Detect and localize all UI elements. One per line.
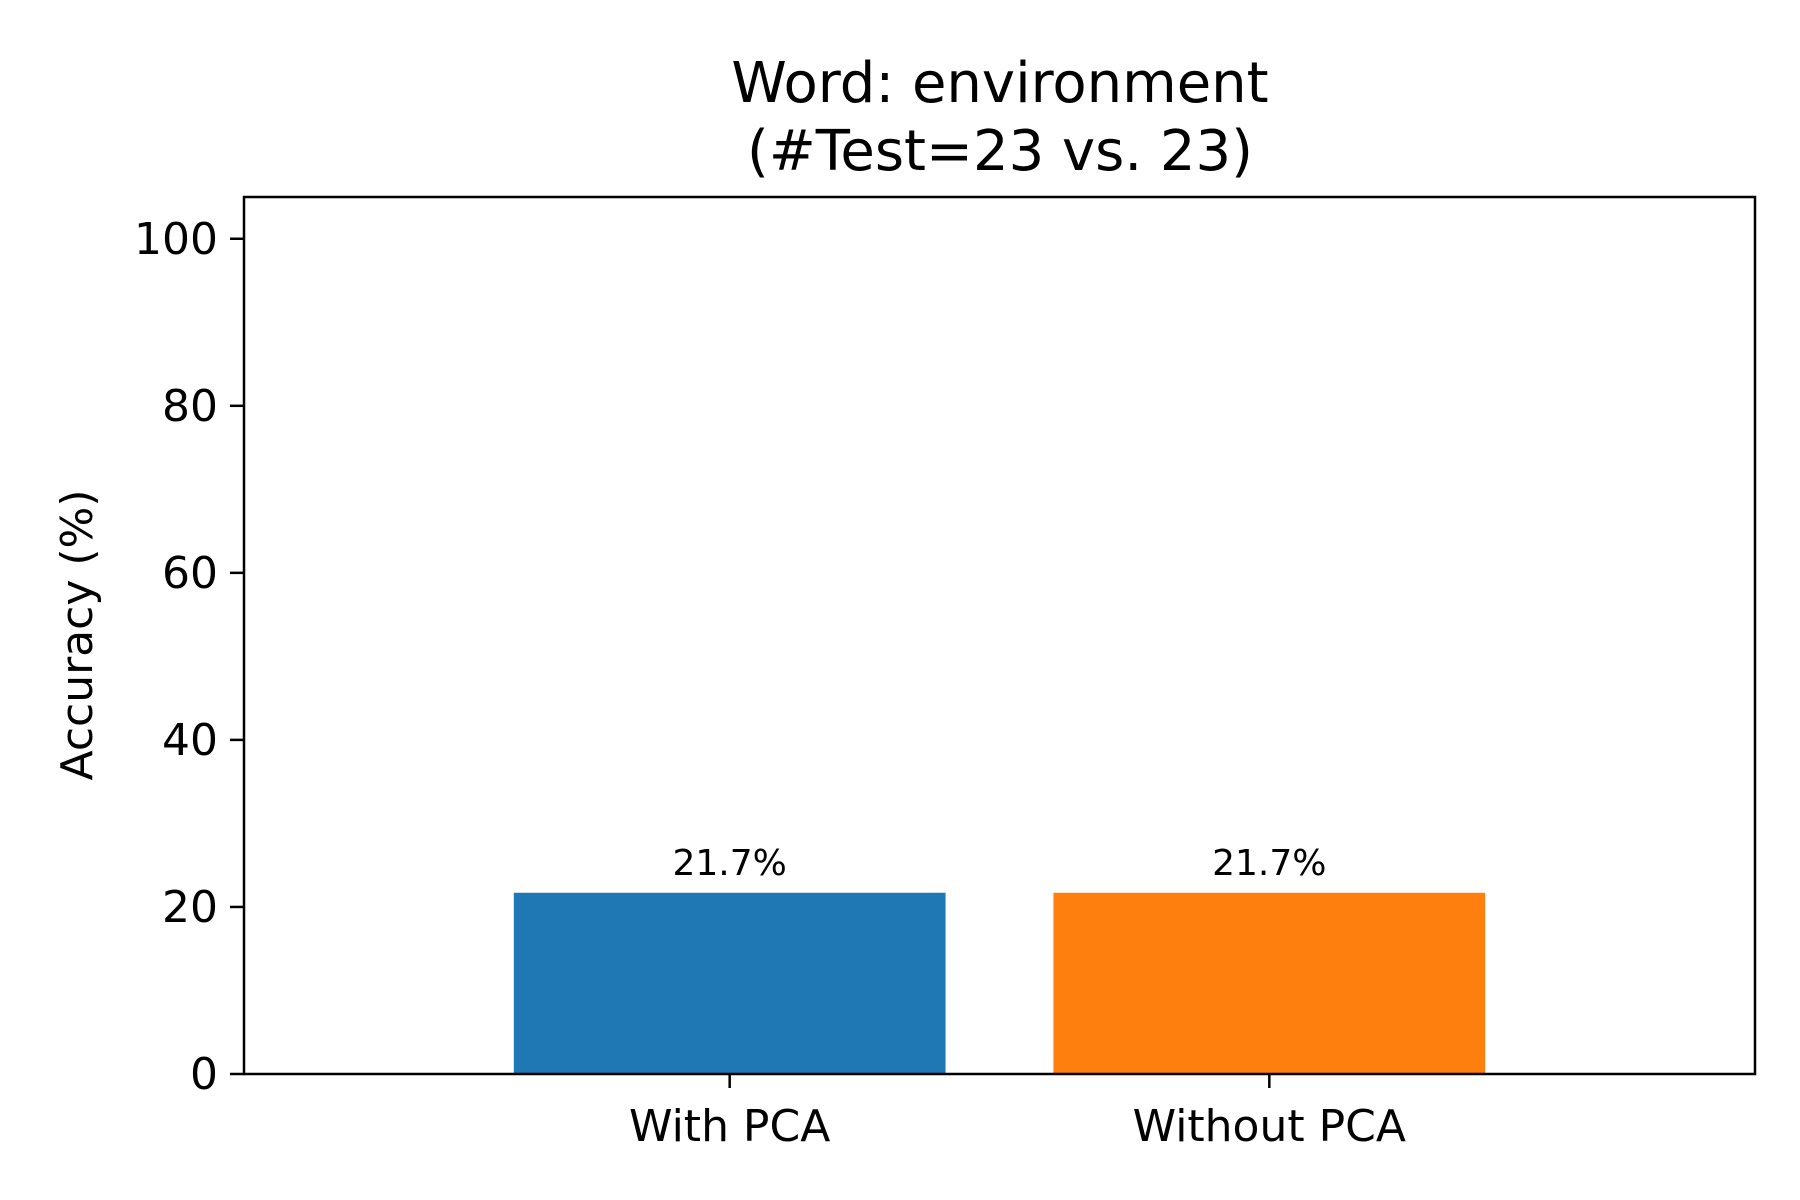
bar-without-pca bbox=[1053, 892, 1486, 1074]
chart-title-line-1: Word: environment bbox=[731, 51, 1268, 116]
y-axis-label: Accuracy (%) bbox=[52, 489, 103, 780]
x-tick-label: With PCA bbox=[629, 1101, 830, 1152]
y-axis: 0 20 40 60 80 100 bbox=[134, 214, 244, 1100]
chart-title-line-2: (#Test=23 vs. 23) bbox=[747, 119, 1253, 184]
y-tick-label: 0 bbox=[190, 1049, 218, 1100]
data-label-with-pca: 21.7% bbox=[672, 843, 786, 884]
y-tick-label: 60 bbox=[162, 548, 218, 599]
x-tick-label: Without PCA bbox=[1133, 1101, 1406, 1152]
y-tick-label: 20 bbox=[162, 882, 218, 933]
bars-group bbox=[513, 892, 1486, 1074]
bar-with-pca bbox=[513, 892, 946, 1074]
y-tick-label: 40 bbox=[162, 715, 218, 766]
y-tick-label: 100 bbox=[134, 214, 218, 265]
y-tick-label: 80 bbox=[162, 381, 218, 432]
data-label-without-pca: 21.7% bbox=[1212, 843, 1326, 884]
plot-frame bbox=[242, 195, 1757, 1076]
data-labels-group: 21.7% 21.7% bbox=[672, 843, 1326, 884]
x-axis: With PCA Without PCA bbox=[629, 1074, 1406, 1152]
